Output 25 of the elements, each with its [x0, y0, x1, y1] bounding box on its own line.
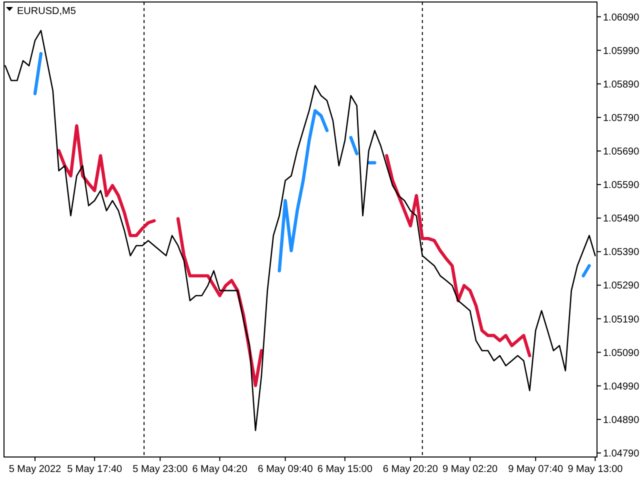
chart-title: EURUSD,M5 — [17, 6, 76, 17]
y-tick-label: 1.04990 — [603, 381, 640, 392]
y-tick-label: 1.05490 — [603, 214, 640, 225]
y-tick-label: 1.05890 — [603, 79, 640, 90]
y-tick-label: 1.06090 — [603, 12, 640, 24]
x-tick-label: 5 May 23:00 — [132, 464, 188, 475]
x-tick-label: 6 May 09:40 — [258, 464, 314, 475]
x-tick-label: 9 May 13:00 — [568, 464, 624, 475]
x-tick-label: 6 May 04:20 — [192, 464, 248, 475]
y-tick-label: 1.05190 — [603, 314, 640, 326]
y-tick-label: 1.04790 — [603, 448, 640, 460]
y-tick-label: 1.04890 — [603, 414, 640, 426]
x-tick-label: 6 May 20:20 — [382, 464, 438, 475]
y-tick-label: 1.05090 — [603, 348, 640, 359]
x-tick-label: 5 May 2022 — [8, 464, 62, 475]
y-tick-label: 1.05790 — [603, 112, 640, 124]
x-tick-label: 5 May 17:40 — [67, 464, 123, 475]
y-tick-label: 1.05590 — [603, 180, 640, 192]
x-tick-label: 9 May 02:20 — [442, 464, 498, 475]
y-tick-label: 1.05390 — [603, 247, 640, 258]
x-tick-label: 6 May 15:00 — [317, 464, 373, 475]
y-tick-label: 1.05990 — [603, 46, 640, 57]
y-tick-label: 1.05690 — [603, 146, 640, 158]
x-tick-label: 9 May 07:40 — [508, 464, 564, 475]
y-tick-label: 1.05290 — [603, 280, 640, 292]
